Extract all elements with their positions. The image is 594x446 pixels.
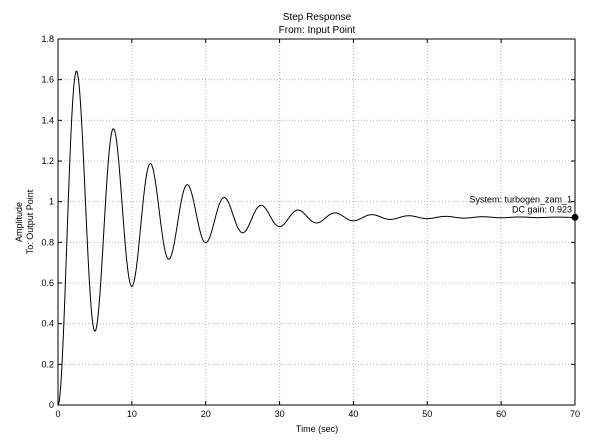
annotation-system: System: turbogen_zam_1: [469, 194, 572, 204]
y-tick-label: 1.8: [41, 34, 54, 44]
x-tick-label: 40: [348, 409, 358, 419]
x-tick-label: 50: [422, 409, 432, 419]
x-tick-label: 0: [55, 409, 60, 419]
axes-box: [57, 38, 576, 406]
x-axis-ticks: 0 10 20 30 40 50 60 70: [55, 39, 580, 419]
x-tick-label: 60: [496, 409, 506, 419]
y-axis-label: Amplitude To: Output Point: [14, 189, 35, 254]
y-axis-label-line1: Amplitude: [14, 202, 24, 242]
y-tick-label: 0.8: [41, 237, 54, 247]
x-axis-label: Time (sec): [296, 424, 338, 434]
y-tick-label: 1: [49, 197, 54, 207]
y-tick-label: 0.6: [41, 278, 54, 288]
y-tick-label: 1.2: [41, 156, 54, 166]
chart-subtitle: From: Input Point: [279, 25, 356, 36]
plot-area: 0 10 20 30 40 50 60 70 0 0.2 0.4 0.6 0.8 1 1.2 1.4 1.6 1…: [41, 34, 580, 419]
y-axis-label-line2: To: Output Point: [25, 189, 35, 254]
y-tick-label: 0.4: [41, 319, 54, 329]
x-tick-label: 20: [201, 409, 211, 419]
y-tick-label: 1.6: [41, 75, 54, 85]
grid-lines: [58, 39, 575, 405]
annotation-dc-gain: DC gain: 0.923: [512, 204, 572, 214]
x-tick-label: 10: [127, 409, 137, 419]
dc-gain-marker[interactable]: [571, 213, 579, 221]
y-tick-label: 0.2: [41, 359, 54, 369]
series-line: [57, 70, 575, 406]
y-tick-label: 0: [49, 400, 54, 410]
x-tick-label: 70: [570, 409, 580, 419]
chart-title: Step Response: [283, 12, 352, 23]
y-tick-label: 1.4: [41, 115, 54, 125]
x-tick-label: 30: [275, 409, 285, 419]
y-axis-ticks: 0 0.2 0.4 0.6 0.8 1 1.2 1.4 1.6 1.8: [41, 34, 575, 410]
